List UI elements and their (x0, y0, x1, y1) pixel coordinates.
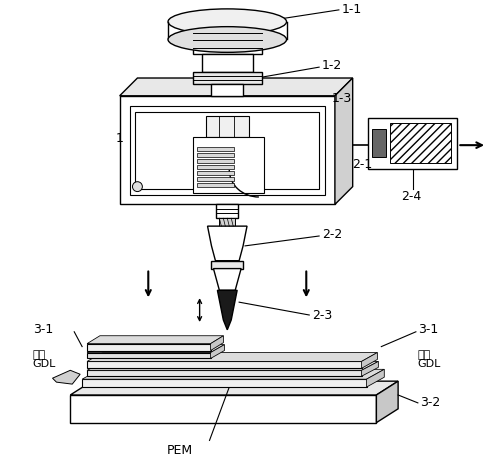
Text: 3-2: 3-2 (420, 396, 440, 409)
Polygon shape (366, 369, 384, 387)
Bar (217, 204, 238, 218)
Text: 2-2: 2-2 (322, 228, 342, 240)
Polygon shape (362, 361, 378, 376)
Bar (197, 171, 234, 175)
Bar (87, 370, 362, 376)
Polygon shape (211, 345, 225, 358)
Bar (87, 361, 362, 368)
Text: 3-1: 3-1 (418, 323, 438, 336)
Bar (197, 159, 234, 163)
Bar (193, 137, 264, 192)
Bar (206, 116, 249, 137)
Text: GDL: GDL (418, 359, 441, 369)
Bar (70, 395, 376, 423)
Bar (82, 379, 366, 387)
Polygon shape (87, 345, 225, 352)
Bar (130, 106, 325, 195)
Polygon shape (376, 381, 398, 423)
Bar (87, 344, 211, 351)
Polygon shape (87, 336, 224, 344)
Ellipse shape (168, 27, 286, 53)
Bar (202, 54, 253, 72)
Polygon shape (335, 78, 353, 204)
Bar (368, 117, 458, 169)
Text: GDL: GDL (33, 359, 56, 369)
Polygon shape (218, 290, 237, 330)
Text: 1-1: 1-1 (342, 3, 362, 16)
Bar (193, 72, 262, 84)
Polygon shape (87, 361, 378, 370)
Text: 2-4: 2-4 (401, 190, 421, 203)
Bar (372, 129, 386, 157)
Text: 2-3: 2-3 (312, 308, 332, 322)
Polygon shape (214, 269, 241, 290)
Text: 3-1: 3-1 (33, 323, 53, 336)
Circle shape (133, 182, 142, 191)
Polygon shape (211, 336, 224, 351)
Polygon shape (87, 352, 377, 361)
Bar (87, 352, 211, 358)
Bar (220, 218, 235, 226)
Bar (197, 153, 234, 157)
Text: 1: 1 (116, 132, 124, 145)
Polygon shape (52, 370, 80, 384)
Polygon shape (362, 352, 377, 368)
Ellipse shape (168, 9, 286, 35)
Polygon shape (82, 369, 384, 379)
Polygon shape (120, 78, 353, 96)
Bar (197, 165, 234, 169)
Polygon shape (208, 226, 247, 260)
Text: PEM: PEM (167, 444, 193, 457)
Bar (135, 112, 319, 189)
Bar (212, 84, 243, 96)
Text: 2-1: 2-1 (352, 159, 372, 171)
Bar (197, 183, 234, 186)
Bar (197, 147, 234, 151)
Text: 胶带: 胶带 (418, 351, 431, 361)
Bar (193, 27, 262, 54)
Text: 1-3: 1-3 (332, 92, 352, 105)
Text: 1-2: 1-2 (322, 58, 342, 72)
Text: 胶带: 胶带 (33, 351, 46, 361)
Bar (212, 260, 243, 269)
Bar (390, 123, 452, 163)
Polygon shape (70, 381, 398, 395)
Bar (197, 177, 234, 181)
Bar (120, 96, 335, 204)
